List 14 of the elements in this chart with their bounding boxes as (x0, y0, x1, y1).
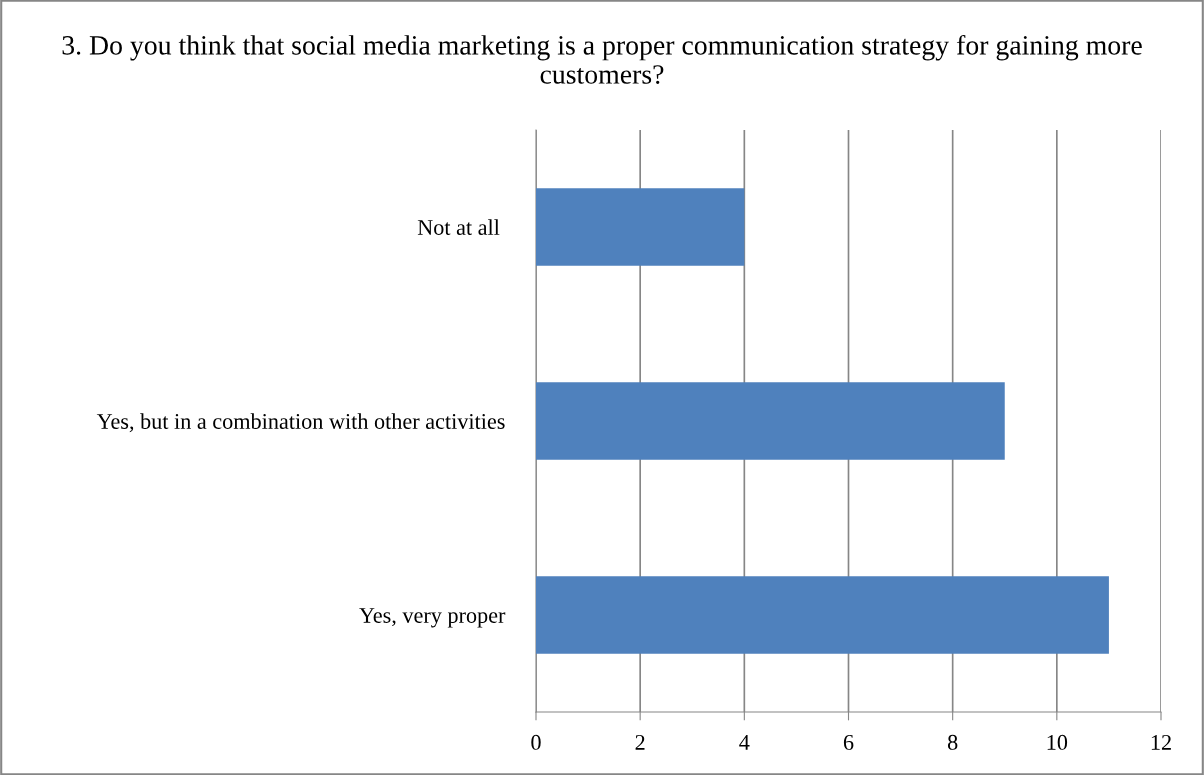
bar (536, 382, 1005, 460)
y-tick-label: Yes, very proper (359, 608, 506, 628)
y-tick-label: Not at all (417, 219, 500, 235)
x-tick-label: 6 (843, 734, 854, 750)
bar (536, 576, 1109, 654)
x-tick-label: 2 (635, 734, 645, 750)
x-tick-label: 10 (1047, 734, 1068, 750)
x-tick-label: 0 (531, 734, 541, 750)
x-tick-label: 8 (947, 734, 958, 750)
bar (536, 188, 745, 266)
x-tick-label: 4 (739, 735, 750, 750)
x-tick-label: 12 (1151, 734, 1171, 750)
y-tick-label: Yes, but in a combination with other activities (96, 413, 505, 433)
chart-title: 3. Do you think that social media marketing is a proper communication strategy for gaining more customers? (62, 34, 1142, 84)
